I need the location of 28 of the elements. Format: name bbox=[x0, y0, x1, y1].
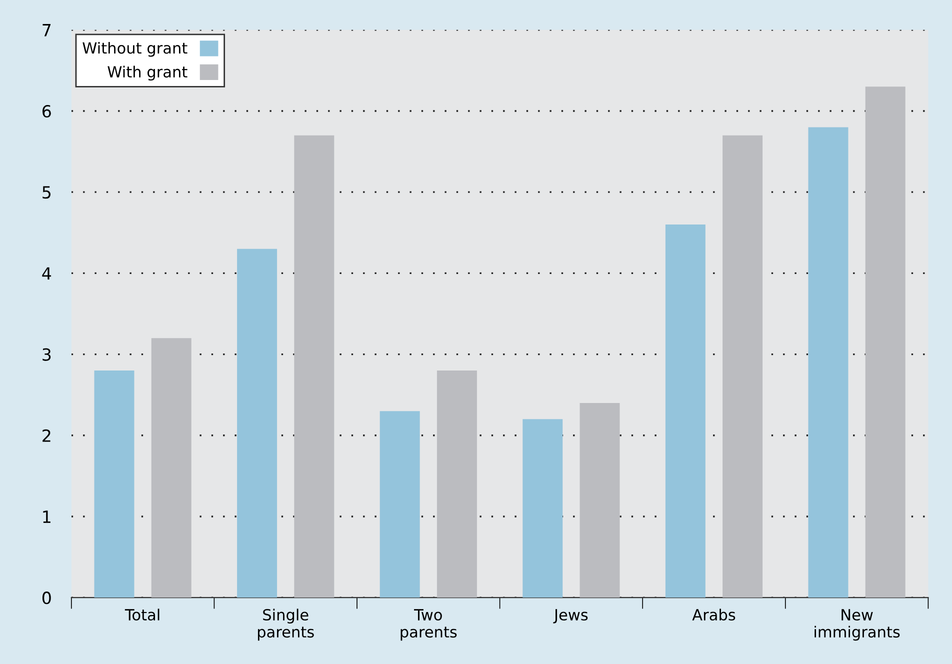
bar bbox=[580, 402, 620, 598]
x-tick-label: Two parents bbox=[400, 609, 457, 641]
bar bbox=[151, 338, 192, 598]
y-tick-label: 7 bbox=[42, 24, 51, 36]
legend-label: Without grant bbox=[82, 42, 188, 57]
bar bbox=[436, 370, 477, 598]
bar bbox=[865, 86, 906, 598]
y-tick-label: 0 bbox=[42, 592, 51, 604]
bar bbox=[522, 419, 563, 598]
x-tick-label: Single parents bbox=[258, 608, 314, 641]
y-tick-label: 3 bbox=[42, 348, 51, 361]
bar bbox=[722, 135, 763, 598]
bar bbox=[808, 127, 848, 598]
y-tick-label: 4 bbox=[42, 267, 52, 280]
x-tick-label: Arabs bbox=[692, 608, 736, 621]
bar bbox=[665, 224, 706, 598]
x-tick-label: Jews bbox=[553, 609, 588, 624]
bar bbox=[237, 248, 278, 598]
x-tick-label: Total bbox=[124, 608, 160, 621]
y-tick-label: 6 bbox=[42, 104, 51, 118]
bar bbox=[380, 411, 420, 598]
legend-label: With grant bbox=[108, 66, 188, 81]
y-tick-label: 2 bbox=[42, 429, 50, 442]
y-tick-label: 5 bbox=[42, 186, 50, 199]
bar bbox=[94, 370, 134, 598]
x-tick-label: New immigrants bbox=[814, 609, 900, 641]
bar bbox=[294, 135, 334, 598]
y-tick-label: 1 bbox=[43, 510, 50, 523]
